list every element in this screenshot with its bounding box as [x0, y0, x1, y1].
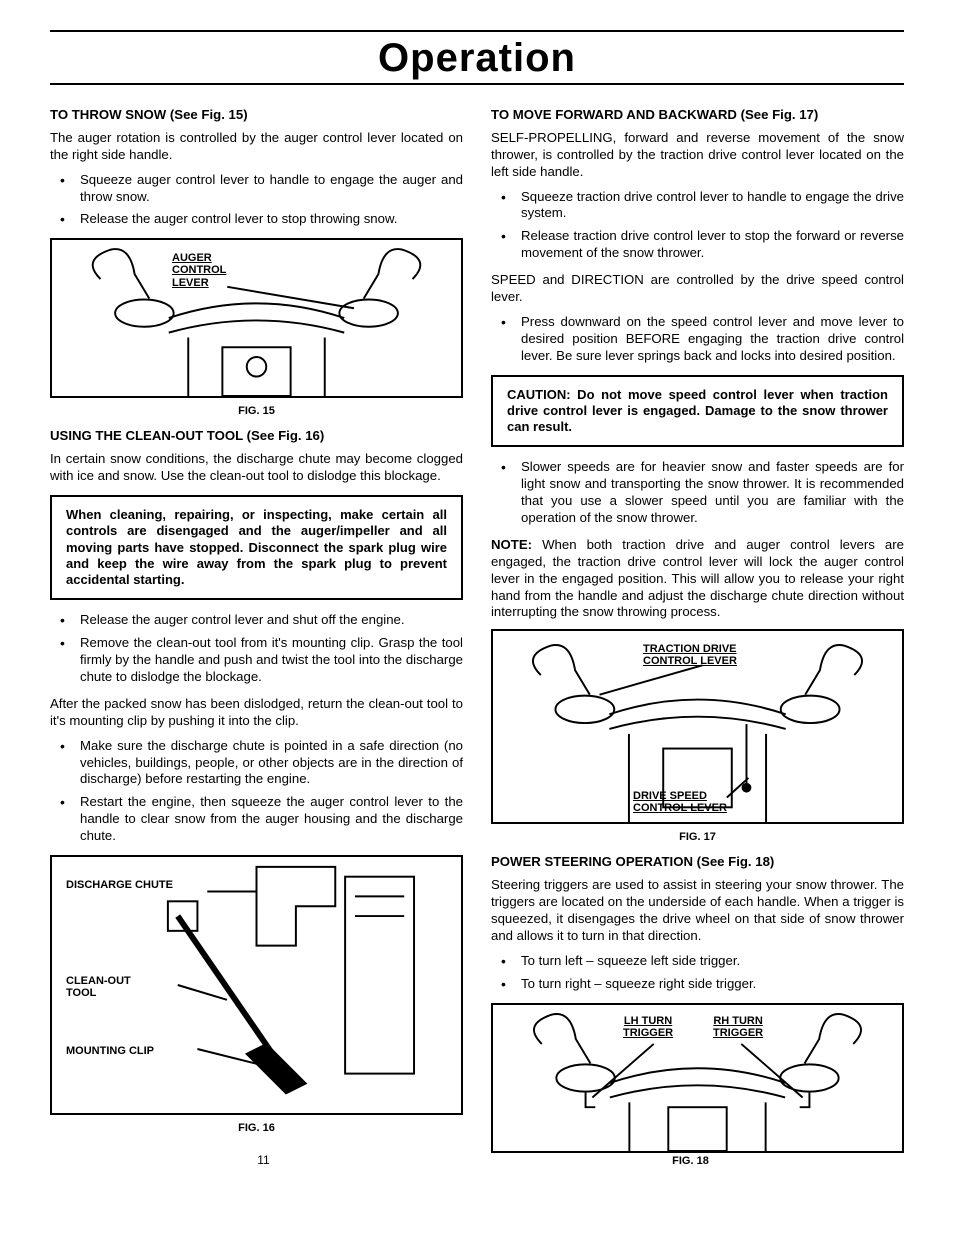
fig-label-text: CONTROL LEVER: [643, 655, 737, 667]
figure-caption: FIG. 16: [50, 1121, 463, 1135]
fig-label-text: CONTROL LEVER: [633, 802, 727, 814]
section-heading-throw-snow: TO THROW SNOW (See Fig. 15): [50, 107, 463, 124]
page-title: Operation: [50, 36, 904, 81]
fig18-label-rh: RH TURN TRIGGER: [713, 1015, 763, 1039]
bullet-list: To turn left – squeeze left side trigger…: [491, 953, 904, 993]
fig-label-text: AUGER: [172, 252, 212, 264]
fig-label-text: CONTROL: [172, 264, 226, 276]
list-item: To turn right – squeeze right side trigg…: [491, 976, 904, 993]
rule-top: [50, 30, 904, 32]
list-item: Squeeze traction drive control lever to …: [491, 189, 904, 223]
fig16-label-chute: DISCHARGE CHUTE: [66, 879, 173, 891]
bullet-list: Slower speeds are for heavier snow and f…: [491, 459, 904, 527]
list-item: Remove the clean-out tool from it's moun…: [50, 635, 463, 686]
bullet-list: Squeeze traction drive control lever to …: [491, 189, 904, 263]
body-text: SELF-PROPELLING, forward and reverse mov…: [491, 130, 904, 181]
list-item: Release the auger control lever to stop …: [50, 211, 463, 228]
fig-label-text: TRACTION DRIVE: [643, 643, 737, 655]
fig17-label-speed: DRIVE SPEED CONTROL LEVER: [633, 790, 727, 814]
fig-label-text: TOOL: [66, 987, 96, 999]
fig-label-text: TRIGGER: [623, 1027, 673, 1039]
note-text: NOTE: When both traction drive and auger…: [491, 537, 904, 621]
fig-label-text: LH TURN: [624, 1015, 672, 1027]
body-text: In certain snow conditions, the discharg…: [50, 451, 463, 485]
fig16-label-tool: CLEAN-OUT TOOL: [66, 975, 131, 999]
section-heading-move: TO MOVE FORWARD AND BACKWARD (See Fig. 1…: [491, 107, 904, 124]
list-item: Release the auger control lever and shut…: [50, 612, 463, 629]
fig15-illustration: [52, 240, 461, 396]
note-body: When both traction drive and auger contr…: [491, 537, 904, 620]
bullet-list: Squeeze auger control lever to handle to…: [50, 172, 463, 229]
list-item: Slower speeds are for heavier snow and f…: [491, 459, 904, 527]
two-column-layout: TO THROW SNOW (See Fig. 15) The auger ro…: [50, 99, 904, 1153]
body-text: SPEED and DIRECTION are controlled by th…: [491, 272, 904, 306]
list-item: Make sure the discharge chute is pointed…: [50, 738, 463, 789]
rule-bottom: [50, 83, 904, 85]
bullet-list: Make sure the discharge chute is pointed…: [50, 738, 463, 845]
page-number: 11: [50, 1153, 477, 1167]
figure-18: LH TURN TRIGGER RH TURN TRIGGER: [491, 1003, 904, 1153]
fig-label-text: TRIGGER: [713, 1027, 763, 1039]
fig15-label: AUGER CONTROL LEVER: [172, 252, 226, 288]
note-label: NOTE:: [491, 537, 532, 552]
figure-caption: FIG. 17: [491, 830, 904, 844]
figure-caption: FIG. 15: [50, 404, 463, 418]
section-heading-steering: POWER STEERING OPERATION (See Fig. 18): [491, 854, 904, 871]
section-heading-cleanout: USING THE CLEAN-OUT TOOL (See Fig. 16): [50, 428, 463, 445]
fig18-label-lh: LH TURN TRIGGER: [623, 1015, 673, 1039]
figure-15: AUGER CONTROL LEVER: [50, 238, 463, 398]
fig-label-text: LEVER: [172, 277, 209, 289]
list-item: Release traction drive control lever to …: [491, 228, 904, 262]
figure-17: TRACTION DRIVE CONTROL LEVER DRIVE SPEED…: [491, 629, 904, 824]
warning-box: When cleaning, repairing, or inspecting,…: [50, 495, 463, 600]
fig-label-text: RH TURN: [713, 1015, 763, 1027]
body-text: The auger rotation is controlled by the …: [50, 130, 463, 164]
list-item: To turn left – squeeze left side trigger…: [491, 953, 904, 970]
body-text: Steering triggers are used to assist in …: [491, 877, 904, 945]
left-column: TO THROW SNOW (See Fig. 15) The auger ro…: [50, 99, 463, 1153]
fig16-label-clip: MOUNTING CLIP: [66, 1045, 154, 1057]
fig-label-text: CLEAN-OUT: [66, 975, 131, 987]
figure-16: DISCHARGE CHUTE CLEAN-OUT TOOL MOUNTING …: [50, 855, 463, 1115]
list-item: Squeeze auger control lever to handle to…: [50, 172, 463, 206]
body-text: After the packed snow has been dislodged…: [50, 696, 463, 730]
bullet-list: Release the auger control lever and shut…: [50, 612, 463, 686]
list-item: Restart the engine, then squeeze the aug…: [50, 794, 463, 845]
right-column: TO MOVE FORWARD AND BACKWARD (See Fig. 1…: [491, 99, 904, 1153]
fig18-illustration: [493, 1005, 902, 1151]
footer-row: 11 FIG. 18: [50, 1153, 904, 1167]
bullet-list: Press downward on the speed control leve…: [491, 314, 904, 365]
list-item: Press downward on the speed control leve…: [491, 314, 904, 365]
fig17-label-traction: TRACTION DRIVE CONTROL LEVER: [643, 643, 737, 667]
figure-caption: FIG. 18: [477, 1155, 904, 1167]
caution-box: CAUTION: Do not move speed control lever…: [491, 375, 904, 448]
fig-label-text: DRIVE SPEED: [633, 790, 707, 802]
